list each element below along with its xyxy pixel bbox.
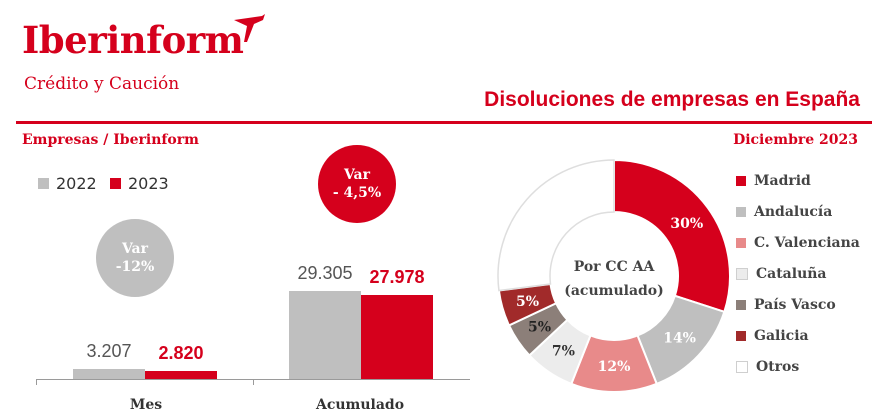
legend-label: Madrid <box>754 172 811 189</box>
var-bubble-acumulado: Var - 4,5% <box>318 145 396 223</box>
slice-label: 5% <box>528 320 551 336</box>
bar-2023-mes <box>145 370 217 379</box>
var-mes-value: -12% <box>115 259 155 275</box>
x-axis-tick <box>253 379 254 385</box>
slice-otros <box>497 159 615 292</box>
legend-swatch <box>736 206 746 217</box>
bar-chart: 3.207 2.820 29.305 27.978 <box>73 263 433 379</box>
slice-label: 12% <box>598 359 631 375</box>
slice-label: 30% <box>670 216 703 232</box>
legend-label: C. Valenciana <box>754 234 860 251</box>
slice-label: 14% <box>663 331 696 347</box>
var-acumulado-value: - 4,5% <box>332 185 382 201</box>
legend-item-catalu-a: Cataluña <box>736 258 860 289</box>
slice-label: 7% <box>552 343 575 359</box>
section-label-right: Diciembre 2023 <box>733 132 858 148</box>
legend-2023: 2023 <box>110 174 169 193</box>
bar-2022-acumulado <box>289 291 361 379</box>
legend-label-2022: 2022 <box>56 174 97 193</box>
slice-label: 5% <box>516 294 539 310</box>
legend-label: Galicia <box>754 327 809 344</box>
legend-label: País Vasco <box>754 296 836 313</box>
legend-swatch <box>736 237 746 248</box>
legend-item-madrid: Madrid <box>736 165 860 196</box>
bar-value-label: 2.820 <box>158 342 204 363</box>
legend-item-c-valenciana: C. Valenciana <box>736 227 860 258</box>
section-label-left: Empresas / Iberinform <box>22 132 199 148</box>
legend-item-pa-s-vasco: País Vasco <box>736 289 860 320</box>
donut-subtitle: (acumulado) <box>564 282 664 299</box>
bar-value-label: 3.207 <box>86 341 132 362</box>
donut-center-label: Por CC AA (acumulado) <box>534 256 694 304</box>
x-axis-tick <box>36 379 37 385</box>
header-divider <box>16 121 872 124</box>
brand-subtitle: Crédito y Caución <box>24 74 180 94</box>
legend-swatch <box>736 175 746 186</box>
var-bubble-mes: Var -12% <box>96 219 174 297</box>
legend-label-2023: 2023 <box>128 174 169 193</box>
var-acumulado-title: Var <box>343 166 371 183</box>
legend-item-galicia: Galicia <box>736 320 860 351</box>
page-title: Disoluciones de empresas en España <box>484 88 860 111</box>
legend-item-andaluc-a: Andalucía <box>736 196 860 227</box>
donut-title: Por CC AA <box>573 259 655 275</box>
donut-legend: Madrid Andalucía C. Valenciana Cataluña País… <box>736 165 860 382</box>
legend-swatch <box>736 330 746 341</box>
legend-label: Otros <box>756 358 800 375</box>
legend-swatch <box>736 299 746 310</box>
legend-swatch-2022 <box>38 178 49 189</box>
category-label-acumulado: Acumulado <box>315 397 405 413</box>
bird-logo-icon <box>234 14 265 42</box>
brand-logo: Iberinform <box>22 18 244 62</box>
legend-2022: 2022 <box>38 174 97 193</box>
category-label-mes: Mes <box>129 397 163 413</box>
bar-value-label: 27.978 <box>369 266 425 287</box>
donut-chart: 30%14%12%7%5%5% <box>497 158 731 393</box>
legend-swatch <box>736 267 748 280</box>
legend-item-otros: Otros <box>736 351 860 382</box>
slice-madrid <box>613 158 731 314</box>
var-mes-title: Var <box>121 240 149 257</box>
legend-label: Cataluña <box>756 265 827 282</box>
legend-label: Andalucía <box>754 203 833 220</box>
legend-swatch <box>736 360 748 373</box>
bar-2023-acumulado <box>361 294 433 379</box>
bar-2022-mes <box>73 369 145 379</box>
bar-value-label: 29.305 <box>297 263 353 283</box>
legend-swatch-2023 <box>110 178 121 189</box>
